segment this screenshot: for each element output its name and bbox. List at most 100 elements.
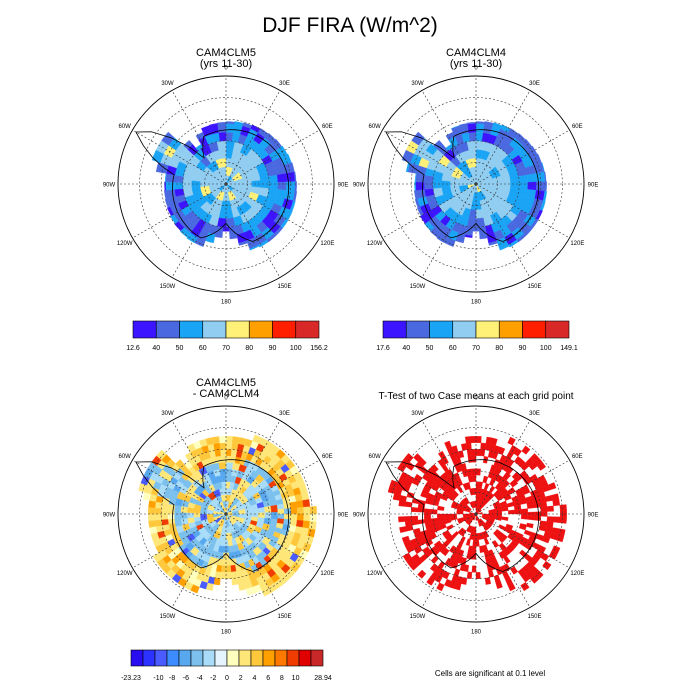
field-cell: [249, 244, 260, 251]
colorbar-label: 100: [290, 345, 302, 352]
diff-cell: [229, 558, 237, 566]
significant-cell: [411, 519, 419, 526]
diff-cell: [148, 507, 156, 515]
diff-cell: [225, 455, 232, 463]
latitude-circle: [432, 140, 520, 228]
colorbar-label: 40: [152, 345, 160, 352]
meridian-label: 90E: [588, 183, 599, 189]
meridian-label: 30W: [411, 81, 424, 87]
diff-cell: [213, 442, 221, 451]
diff-cell: [221, 481, 227, 489]
diff-cell: [296, 500, 304, 508]
colorbar-3: -23.23 -10 -8 -6 -4 -2 0 2 4 6 8 10 28.94: [121, 649, 332, 682]
meridian-label: 150E: [277, 614, 291, 620]
field-cell: [436, 232, 448, 244]
significant-cell: [495, 580, 503, 589]
diff-cell: [264, 505, 272, 513]
diff-cell: [302, 520, 311, 529]
panel3-title-line2: - CAM4CLM4: [192, 388, 260, 400]
meridian-line: [421, 183, 477, 278]
field-cell: [518, 174, 528, 183]
meridian-label: 60W: [119, 124, 132, 130]
colorbar-label: 149.1: [560, 345, 578, 352]
meridian-label: 90E: [588, 513, 599, 519]
significant-cell: [424, 513, 432, 520]
diff-cell: [225, 565, 232, 573]
diff-cell: [174, 518, 183, 527]
diff-cell: [219, 442, 227, 450]
meridian-label: 0: [474, 396, 478, 402]
colorbar-1: 12.6 40 50 60 70 80 90 100 156.2: [126, 320, 328, 352]
diff-cell: [174, 504, 182, 513]
diff-cell: [290, 507, 298, 515]
field-cell: [516, 233, 527, 243]
diff-cell: [230, 564, 237, 573]
field-cell: [166, 206, 174, 217]
field-cell: [294, 181, 297, 192]
significance-footnote: Cells are significant at 0.1 level: [434, 669, 546, 678]
meridian-label: 90E: [338, 183, 349, 189]
meridian-line: [225, 183, 281, 278]
meridian-label: 90W: [353, 183, 366, 189]
meridian-label: 120E: [320, 571, 334, 577]
significant-cell: [413, 453, 423, 463]
meridian-label: 60E: [322, 454, 333, 460]
meridian-label: 90W: [353, 513, 366, 519]
significant-cell: [542, 560, 552, 571]
diff-cell: [215, 455, 222, 464]
field-cell: [179, 227, 191, 238]
meridian-line: [421, 90, 477, 185]
field-cell: [266, 233, 277, 243]
diff-cell: [161, 518, 169, 526]
significant-cell: [546, 505, 554, 512]
field-cell: [218, 132, 227, 142]
significant-cell: [442, 529, 451, 538]
meridian-line: [132, 513, 227, 569]
colorbar-label: 156.2: [310, 345, 328, 352]
meridian-line: [382, 183, 477, 239]
panel2-title: CAM4CLM4 (yrs 11-30): [396, 48, 556, 70]
field-cell: [268, 174, 278, 183]
diff-cell: [270, 504, 278, 513]
colorbar-swatch: [130, 649, 144, 667]
colorbar-swatch: [132, 320, 157, 339]
significant-cell: [514, 509, 522, 515]
significant-cell: [465, 538, 471, 546]
colorbar-label: -2: [210, 675, 216, 682]
significant-cell: [482, 475, 489, 484]
significant-cell: [404, 520, 413, 527]
meridian-line: [171, 420, 227, 515]
field-cell: [518, 182, 528, 190]
significant-cell: [552, 499, 560, 507]
meridian-line: [382, 459, 477, 515]
colorbar-label: 12.6: [126, 345, 140, 352]
significant-cell: [418, 499, 426, 506]
diff-cell: [161, 508, 169, 515]
meridian-label: 180: [471, 300, 482, 306]
colorbar-label: 70: [222, 345, 230, 352]
colorbar-swatch: [272, 320, 297, 339]
diff-cell: [303, 506, 311, 515]
significant-cell: [553, 516, 561, 523]
colorbar-label: 4: [252, 675, 256, 682]
meridian-label: 150W: [160, 614, 176, 620]
diff-cell: [225, 442, 233, 450]
colorbar-swatch: [286, 649, 300, 667]
significant-cell: [401, 535, 411, 544]
significant-cell: [404, 501, 413, 508]
field-cell: [479, 234, 488, 240]
field-cell: [526, 173, 537, 183]
colorbar-label: 60: [449, 345, 457, 352]
significant-cell: [404, 516, 412, 522]
colorbar-swatch: [179, 320, 204, 339]
meridian-label: 60E: [322, 124, 333, 130]
significant-cell: [507, 582, 516, 592]
field-cell: [161, 131, 175, 146]
significant-cell: [545, 495, 553, 502]
diff-cell: [261, 586, 272, 597]
diff-cell: [283, 513, 291, 520]
significant-cell: [526, 522, 534, 529]
meridian-label: 30W: [161, 81, 174, 87]
diff-cell: [218, 462, 227, 470]
diff-cell: [300, 492, 310, 501]
